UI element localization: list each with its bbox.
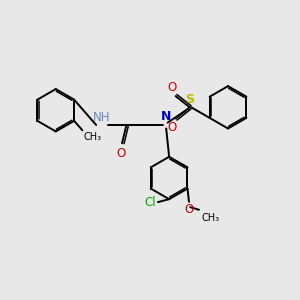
Text: NH: NH	[93, 111, 110, 124]
Text: N: N	[161, 110, 171, 124]
Text: O: O	[167, 81, 177, 94]
Text: CH₃: CH₃	[83, 132, 101, 142]
Text: O: O	[116, 147, 125, 160]
Text: O: O	[167, 121, 177, 134]
Text: CH₃: CH₃	[201, 213, 219, 223]
Text: Cl: Cl	[144, 196, 156, 208]
Text: O: O	[184, 203, 194, 216]
Text: S: S	[185, 92, 194, 106]
